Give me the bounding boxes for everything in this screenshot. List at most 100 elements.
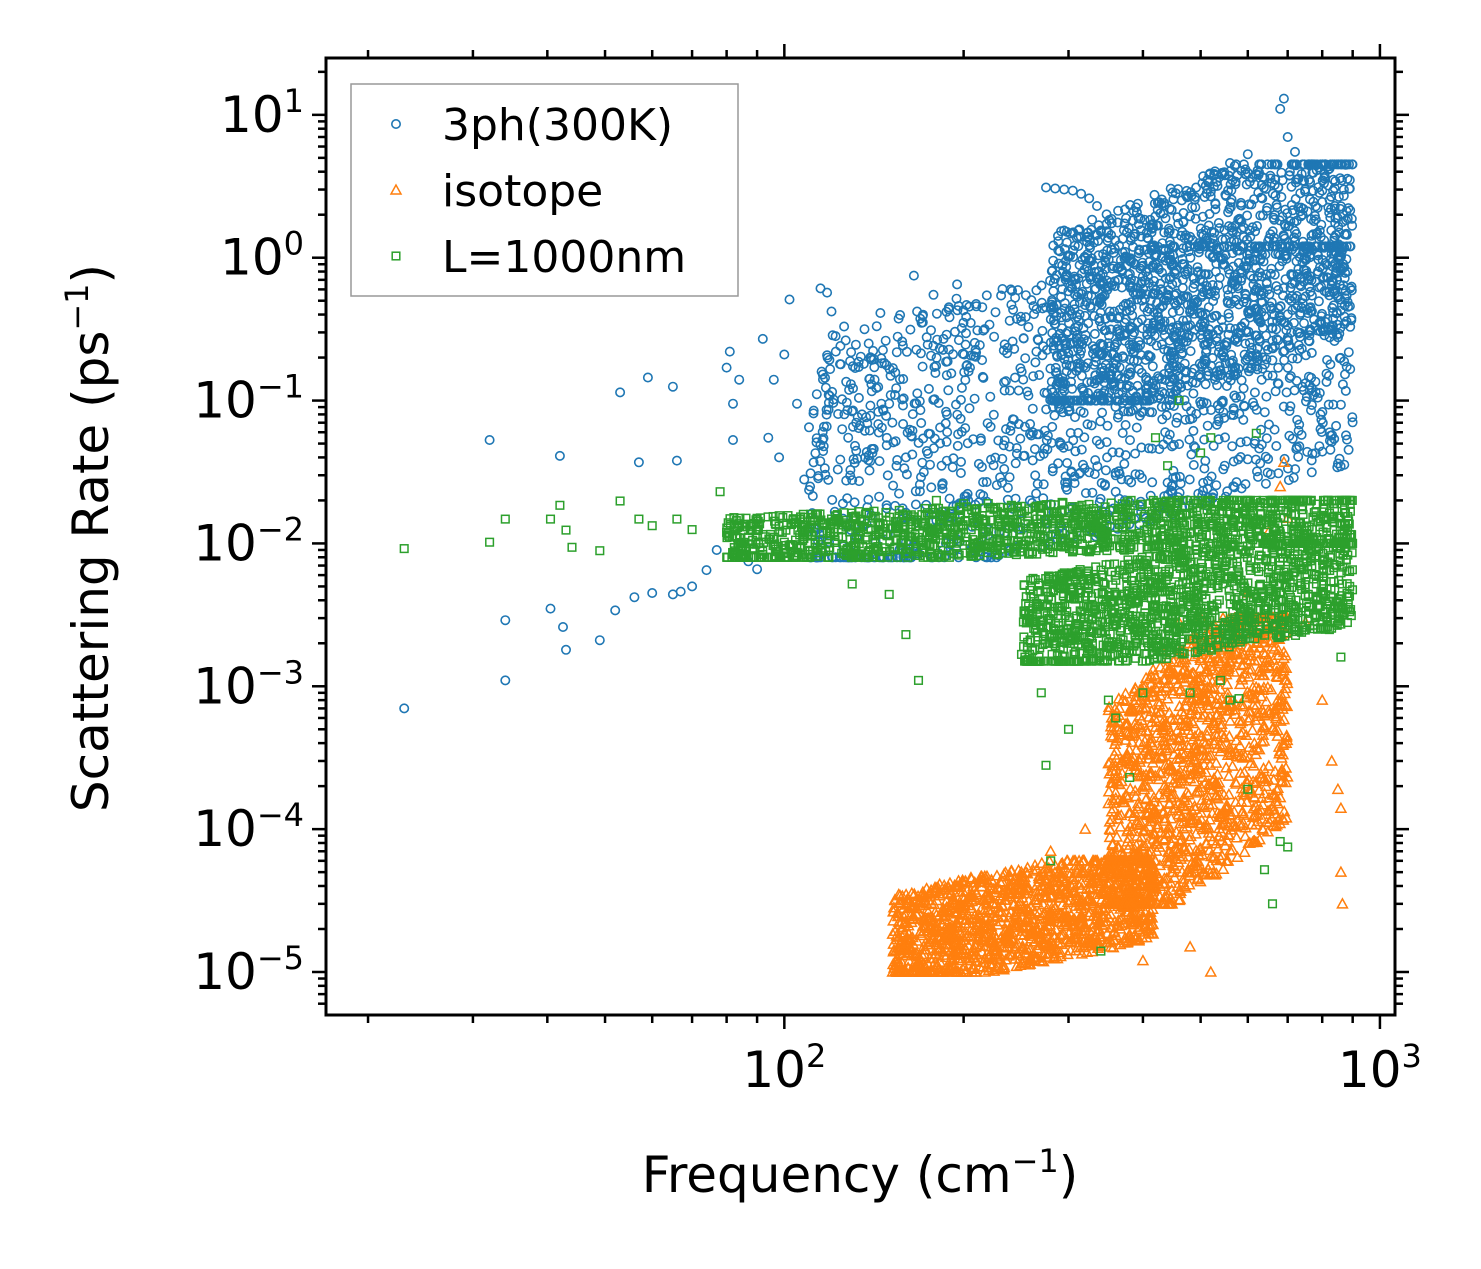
point-circle-cloud	[958, 305, 969, 316]
point-circle-cloud	[996, 290, 1007, 301]
point-circle-cloud	[1023, 321, 1034, 332]
point-circle-cloud	[955, 413, 966, 424]
point-circle	[484, 434, 495, 445]
point-circle	[1050, 183, 1061, 194]
point-circle	[724, 346, 735, 357]
point-circle-cloud	[972, 325, 983, 336]
point-circle-cloud	[923, 383, 934, 394]
point-circle-cloud	[931, 308, 942, 319]
point-circle-cloud	[977, 355, 988, 366]
point-circle-cloud	[1004, 385, 1015, 396]
point-circle-cloud	[1239, 401, 1250, 412]
point-circle-cloud	[915, 472, 926, 483]
point-circle-cloud	[1004, 315, 1015, 326]
point-circle-cloud	[1267, 370, 1278, 381]
point-circle-cloud	[1162, 434, 1173, 445]
point-circle-cloud	[1263, 453, 1274, 464]
point-circle	[791, 398, 802, 409]
point-circle-cloud	[905, 324, 916, 335]
point-circle-cloud	[877, 345, 888, 356]
point-circle-cloud	[1313, 296, 1324, 307]
point-circle-cloud	[878, 405, 889, 416]
point-circle-cloud	[1343, 444, 1354, 455]
point-circle-cloud	[1110, 486, 1121, 497]
point-circle-cloud	[1028, 301, 1039, 312]
point-circle-cloud	[988, 409, 999, 420]
point-circle-cloud	[1060, 471, 1071, 482]
point-circle-cloud	[1294, 345, 1305, 356]
point-circle-cloud	[1273, 362, 1284, 373]
point-circle-cloud	[810, 448, 821, 459]
point-circle-cloud	[1166, 481, 1177, 492]
point-circle-cloud	[1179, 395, 1190, 406]
point-circle-cloud	[859, 324, 870, 335]
point-circle-cloud	[827, 494, 838, 505]
point-circle	[1092, 201, 1103, 212]
point-circle-cloud	[825, 364, 836, 375]
point-circle-cloud	[1120, 419, 1131, 430]
point-circle	[727, 434, 738, 445]
point-circle-cloud	[1164, 429, 1175, 440]
point-circle-cloud	[1018, 374, 1029, 385]
point-triangle-cloud	[1233, 739, 1247, 751]
point-circle-cloud	[944, 493, 955, 504]
point-circle-cloud	[1261, 433, 1272, 444]
point-circle	[826, 306, 837, 317]
point-circle-cloud	[993, 435, 1004, 446]
point-circle-cloud	[1249, 387, 1260, 398]
point-circle-cloud	[1222, 486, 1233, 497]
point-circle-cloud	[1039, 443, 1050, 454]
point-circle-cloud	[1260, 451, 1271, 462]
point-circle	[803, 422, 814, 433]
point-circle-cloud	[1347, 417, 1358, 428]
point-circle-cloud	[941, 370, 952, 381]
point-circle	[610, 605, 621, 616]
point-circle-cloud	[917, 457, 928, 468]
point-circle-cloud	[1029, 444, 1040, 455]
point-circle-cloud	[898, 373, 909, 384]
point-circle	[839, 321, 850, 332]
point-circle	[843, 432, 854, 443]
point-circle-cloud	[1267, 355, 1278, 366]
point-circle-cloud	[955, 467, 966, 478]
point-circle-cloud	[1259, 407, 1270, 418]
point-circle-cloud	[910, 499, 921, 510]
point-circle-cloud	[897, 400, 908, 411]
point-circle-cloud	[1284, 372, 1295, 383]
point-circle-cloud	[1227, 441, 1238, 452]
point-circle-cloud	[815, 456, 826, 467]
point-circle	[1076, 188, 1087, 199]
point-circle	[952, 279, 963, 290]
point-circle	[671, 455, 682, 466]
point-circle-cloud	[1252, 466, 1263, 477]
point-circle-cloud	[1181, 401, 1192, 412]
point-circle-cloud	[1147, 477, 1158, 488]
point-circle-cloud	[1220, 432, 1231, 443]
point-circle-cloud	[811, 389, 822, 400]
point-circle-cloud	[1292, 414, 1303, 425]
point-circle-cloud	[958, 317, 969, 328]
point-circle-cloud	[997, 453, 1008, 464]
point-circle	[1275, 103, 1286, 114]
point-circle-cloud	[1120, 450, 1131, 461]
point-circle-cloud	[1005, 425, 1016, 436]
point-circle-cloud	[1287, 353, 1298, 364]
point-circle	[642, 372, 653, 383]
point-circle-cloud	[1031, 285, 1042, 296]
point-circle-cloud	[936, 460, 947, 471]
point-circle	[1041, 182, 1052, 193]
point-circle-cloud	[1049, 410, 1060, 421]
point-circle-cloud	[1310, 376, 1321, 387]
point-circle-cloud	[1167, 441, 1178, 452]
point-circle-cloud	[1020, 353, 1031, 364]
point-circle-cloud	[960, 339, 971, 350]
point-circle-cloud	[943, 385, 954, 396]
point-circle-cloud	[1004, 472, 1015, 483]
point-circle-cloud	[985, 391, 996, 402]
point-circle	[399, 703, 410, 714]
point-circle	[989, 331, 1000, 342]
point-circle-cloud	[955, 394, 966, 405]
point-circle-cloud	[1087, 487, 1098, 498]
point-circle-cloud	[1270, 386, 1281, 397]
